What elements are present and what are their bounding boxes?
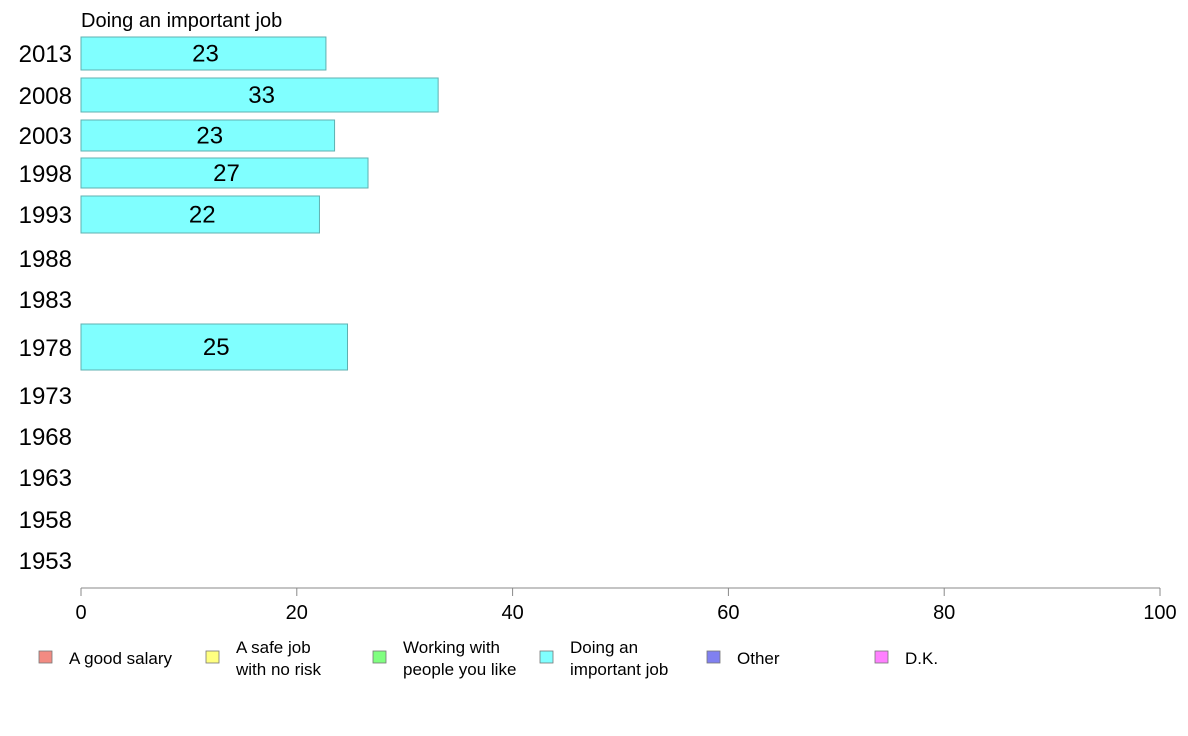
legend-item-3: Doing an important job xyxy=(539,638,668,679)
category-label-1983: 1983 xyxy=(19,287,72,314)
legend-swatch xyxy=(539,650,554,664)
legend-swatch xyxy=(706,650,721,664)
category-labels: 2013 2008 2003 1998 1993 1988 1983 1978 1973 1968… xyxy=(19,41,72,575)
x-tick-label-80: 80 xyxy=(933,602,955,624)
legend-item-0: A good salary xyxy=(38,649,173,668)
bar-1978 xyxy=(80,323,349,371)
legend-label-line: Doing an xyxy=(570,638,638,657)
bar-label-2013: 23 xyxy=(192,41,219,68)
category-label-2003: 2003 xyxy=(19,123,72,150)
category-label-1953: 1953 xyxy=(19,548,72,575)
legend-swatch xyxy=(874,650,889,664)
bars xyxy=(80,36,439,371)
category-label-2008: 2008 xyxy=(19,83,72,110)
category-label-1958: 1958 xyxy=(19,507,72,534)
category-label-1963: 1963 xyxy=(19,465,72,492)
x-tick-label-20: 20 xyxy=(286,602,308,624)
x-tick-label-100: 100 xyxy=(1143,602,1176,624)
x-tick-label-0: 0 xyxy=(75,602,86,624)
bar-2008 xyxy=(80,77,439,113)
category-label-1993: 1993 xyxy=(19,202,72,229)
bar-2003 xyxy=(80,119,336,152)
legend-swatch xyxy=(372,650,387,664)
legend: A good salary A safe job with no risk Worki… xyxy=(38,638,938,679)
legend-swatch xyxy=(38,650,53,664)
category-label-1973: 1973 xyxy=(19,383,72,410)
x-tick-label-40: 40 xyxy=(501,602,523,624)
chart-title: Doing an important job xyxy=(81,10,282,32)
legend-item-1: A safe job with no risk xyxy=(205,638,322,679)
bar-2013 xyxy=(80,36,327,71)
category-label-1968: 1968 xyxy=(19,424,72,451)
category-label-1988: 1988 xyxy=(19,246,72,273)
bar-1998 xyxy=(80,157,369,189)
bar-label-1978: 25 xyxy=(203,334,230,361)
category-label-1998: 1998 xyxy=(19,161,72,188)
bar-value-labels: 23 33 23 27 22 25 xyxy=(189,41,275,362)
legend-label: D.K. xyxy=(905,649,938,668)
bar-label-2003: 23 xyxy=(196,123,223,150)
x-axis: 0 20 40 60 80 100 xyxy=(75,587,1177,624)
x-tick-label-60: 60 xyxy=(717,602,739,624)
legend-label: A good salary xyxy=(69,649,173,668)
bar-label-1998: 27 xyxy=(213,160,240,187)
legend-item-4: Other xyxy=(706,649,780,668)
bar-label-2008: 33 xyxy=(248,82,275,109)
legend-item-5: D.K. xyxy=(874,649,938,668)
legend-label-line: people you like xyxy=(403,660,516,679)
category-label-2013: 2013 xyxy=(19,41,72,68)
legend-label-line: important job xyxy=(570,660,668,679)
legend-swatch xyxy=(205,650,220,664)
legend-label: Other xyxy=(737,649,780,668)
legend-label-line: Working with xyxy=(403,638,500,657)
legend-label-line: with no risk xyxy=(235,660,322,679)
category-label-1978: 1978 xyxy=(19,335,72,362)
bar-1993 xyxy=(80,195,320,234)
legend-label-line: A safe job xyxy=(236,638,311,657)
bar-label-1993: 22 xyxy=(189,202,216,229)
legend-item-2: Working with people you like xyxy=(372,638,516,679)
